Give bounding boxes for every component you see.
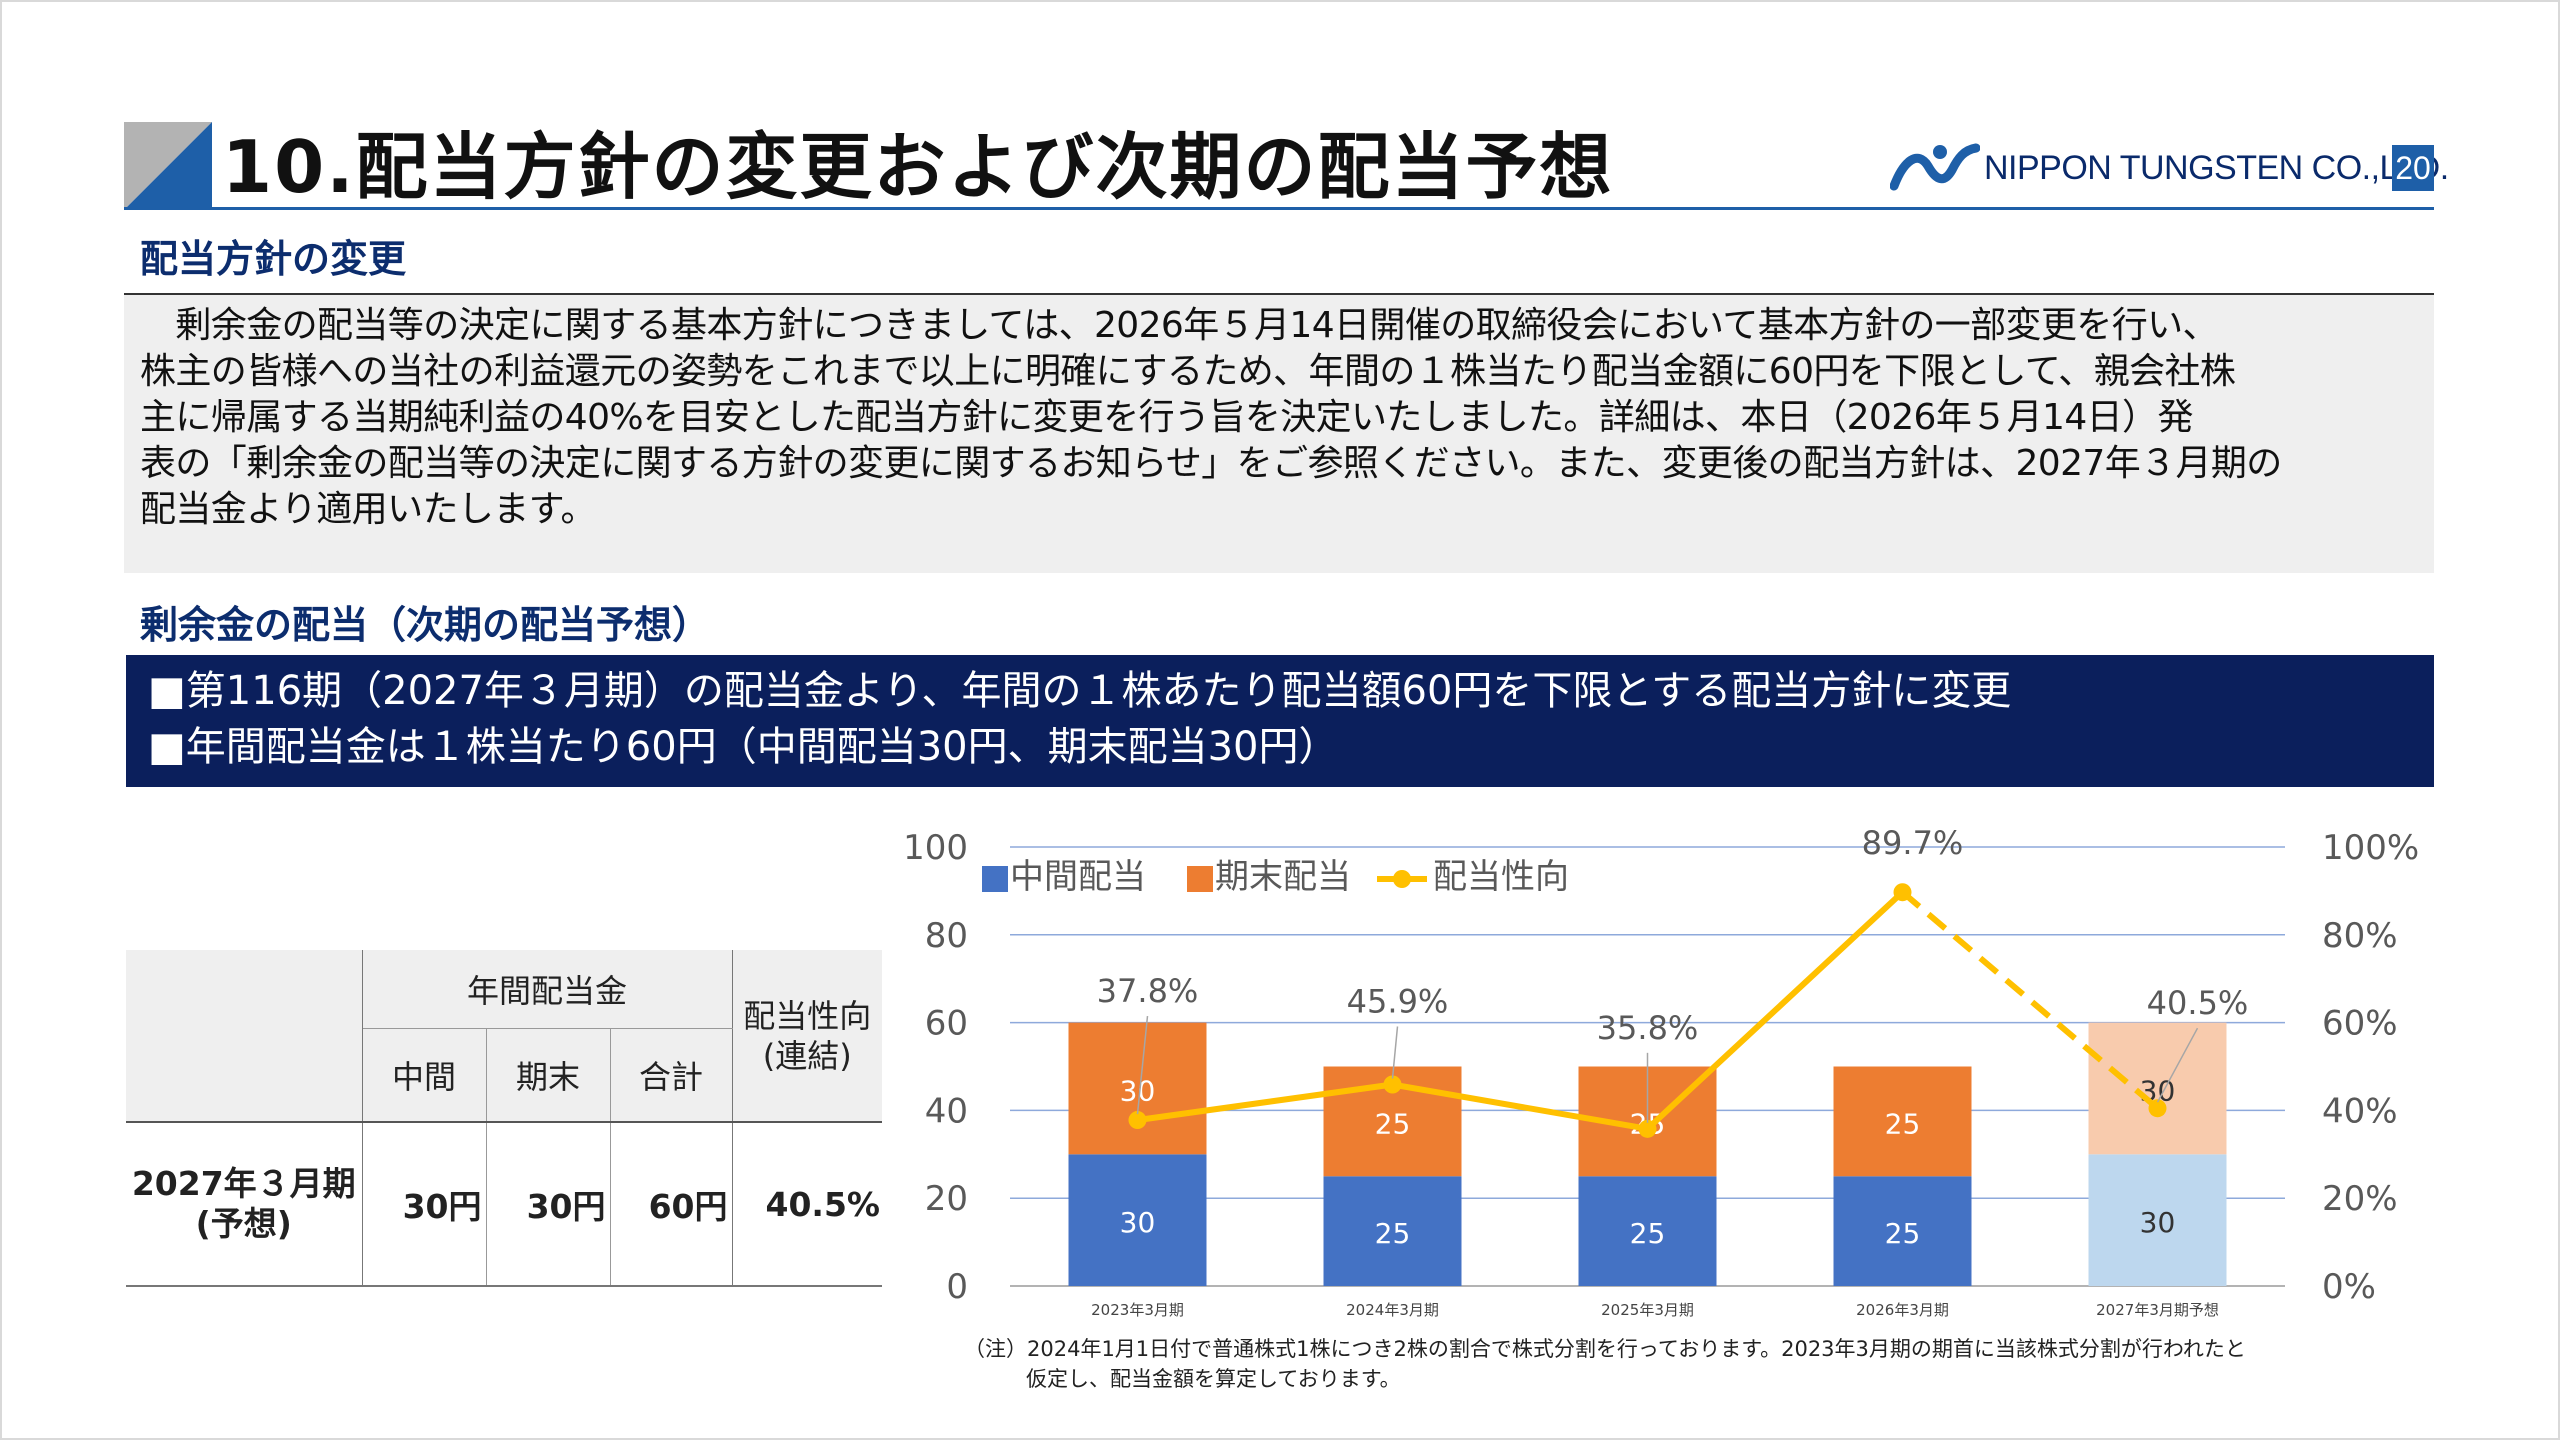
forecast-summary-banner: ■第116期（2027年３月期）の配当金より、年間の１株あたり配当額60円を下限… [126,655,2434,787]
bar-interim [1068,1154,1207,1286]
year-end-value: 30円 [486,1122,611,1287]
x-axis-tick-label: 2024年3月期 [1346,1301,1439,1319]
policy-line: 株主の皆様への当社の利益還元の姿勢をこれまで以上に明確にするため、年間の１株当た… [140,351,2236,392]
data-label-leader [2156,1027,2199,1103]
footnote: （注）2024年1月1日付で普通株式1株につき2株の割合で株式分割を行っておりま… [964,1334,2246,1394]
banner-line: ■年間配当金は１株当たり60円（中間配当30円、期末配当30円） [148,724,1339,770]
footnote-line: （注）2024年1月1日付で普通株式1株につき2株の割合で株式分割を行っておりま… [964,1337,2246,1361]
y-axis-tick-label: 20 [925,1179,968,1219]
total-value: 60円 [610,1122,733,1287]
company-logo: NIPPON TUNGSTEN CO.,LTD. [1890,140,2449,196]
legend-label: 配当性向 [1433,857,1569,897]
bar-value-label: 25 [1885,1217,1921,1250]
y-axis-tick-label: 0 [946,1267,968,1307]
y-axis-tick-label: 100 [903,828,968,868]
bar-interim [1833,1176,1972,1286]
legend-label: 中間配当 [1010,857,1146,897]
payout-ratio-point [1128,1111,1147,1130]
logo-text: NIPPON TUNGSTEN CO.,LTD. [1984,148,2449,187]
payout-header-line: 配当性向 [743,996,872,1035]
y-axis-tick-label: 40 [925,1091,968,1131]
legend-label: 期末配当 [1215,857,1351,897]
row-label-line: (予想) [195,1204,292,1243]
bar-value-label: 25 [1375,1217,1411,1250]
policy-line: 主に帰属する当期純利益の40%を目安とした配当方針に変更を行う旨を決定いたしまし… [140,397,2193,438]
legend-marker-payout [1393,870,1411,888]
logo-wave-icon [1890,143,1980,191]
x-axis-tick-label: 2023年3月期 [1091,1301,1184,1319]
bar-year-end [2088,1022,2227,1155]
payout-ratio-header: 配当性向 (連結) [732,950,882,1123]
dividend-forecast-heading: 剰余金の配当（次期の配当予想） [140,603,711,647]
y2-axis-tick-label: 0% [2322,1267,2376,1307]
year-end-header: 期末 [486,1028,611,1123]
bar-year-end [1068,1022,1207,1155]
table-corner-cell [126,950,363,1123]
payout-ratio-label: 89.7% [1862,824,1964,862]
payout-ratio-point [2148,1099,2167,1118]
payout-ratio-line [1137,890,1905,1132]
payout-ratio-label: 40.5% [2147,984,2249,1022]
policy-line: 剰余金の配当等の決定に関する基本方針につきましては、2026年５月14日開催の取… [140,305,2218,346]
payout-ratio-value: 40.5% [732,1122,882,1287]
bar-value-label: 25 [1375,1107,1411,1140]
bar-value-label: 25 [1885,1107,1921,1140]
total-header: 合計 [610,1028,733,1123]
x-axis-tick-label: 2027年3月期予想 [2096,1301,2219,1319]
bar-value-label: 30 [1120,1206,1156,1239]
payout-ratio-label: 37.8% [1097,972,1199,1010]
policy-line: 表の「剰余金の配当等の決定に関する方針の変更に関するお知らせ」をご参照ください。… [140,443,2282,484]
bar-value-label: 30 [1120,1074,1156,1107]
payout-ratio-label: 35.8% [1597,1009,1699,1047]
interim-header: 中間 [362,1028,487,1123]
row-label-line: 2027年３月期 [131,1164,356,1203]
banner-line: ■第116期（2027年３月期）の配当金より、年間の１株あたり配当額60円を下限… [148,668,2012,714]
payout-ratio-point [1383,1075,1402,1094]
payout-header-line: (連結) [762,1036,852,1075]
policy-line: 配当金より適用いたします。 [140,489,596,530]
bar-interim [2088,1154,2227,1286]
bar-interim [1578,1176,1717,1286]
legend-swatch-interim [982,866,1008,892]
x-axis-tick-label: 2026年3月期 [1856,1301,1949,1319]
y2-axis-tick-label: 80% [2322,916,2398,956]
payout-ratio-point [1638,1119,1657,1138]
data-label-leader [1136,1015,1149,1115]
dividend-forecast-table: 年間配当金 配当性向 (連結) 中間 期末 合計 2027年３月期 (予想) 3… [126,950,882,1287]
data-label-leader [1391,1026,1399,1079]
bar-value-label: 25 [1630,1217,1666,1250]
y2-axis-tick-label: 60% [2322,1004,2398,1044]
bar-value-label: 30 [2140,1206,2176,1239]
y2-axis-tick-label: 40% [2322,1091,2398,1131]
page-title: 10.配当方針の変更および次期の配当予想 [222,125,1614,209]
payout-ratio-forecast-line [1900,889,2160,1111]
policy-change-heading: 配当方針の変更 [140,237,407,281]
x-axis-tick-label: 2025年3月期 [1601,1301,1694,1319]
title-underline [124,207,2434,210]
y2-axis-tick-label: 100% [2322,828,2419,868]
dividend-chart: 0 0% 20 20% 40 40% 60 60% 80 80% 100 100% 30 30 2023年3… [903,824,2419,1319]
interim-value: 30円 [362,1122,487,1287]
bar-interim [1323,1176,1462,1286]
policy-description-box: 剰余金の配当等の決定に関する基本方針につきましては、2026年５月14日開催の取… [124,293,2434,573]
legend-swatch-year-end [1187,866,1213,892]
title-accent-mark [124,122,212,210]
page-number: 20 [2392,145,2434,191]
y-axis-tick-label: 80 [925,916,968,956]
payout-ratio-label: 45.9% [1347,982,1449,1020]
y2-axis-tick-label: 20% [2322,1179,2398,1219]
footnote-line: 仮定し、配当金額を算定しております。 [1026,1367,1401,1391]
bar-year-end [1833,1066,1972,1177]
payout-ratio-point [1893,883,1912,902]
y-axis-tick-label: 60 [925,1004,968,1044]
table-row-label: 2027年３月期 (予想) [126,1122,363,1287]
annual-dividend-header: 年間配当金 [362,950,733,1029]
